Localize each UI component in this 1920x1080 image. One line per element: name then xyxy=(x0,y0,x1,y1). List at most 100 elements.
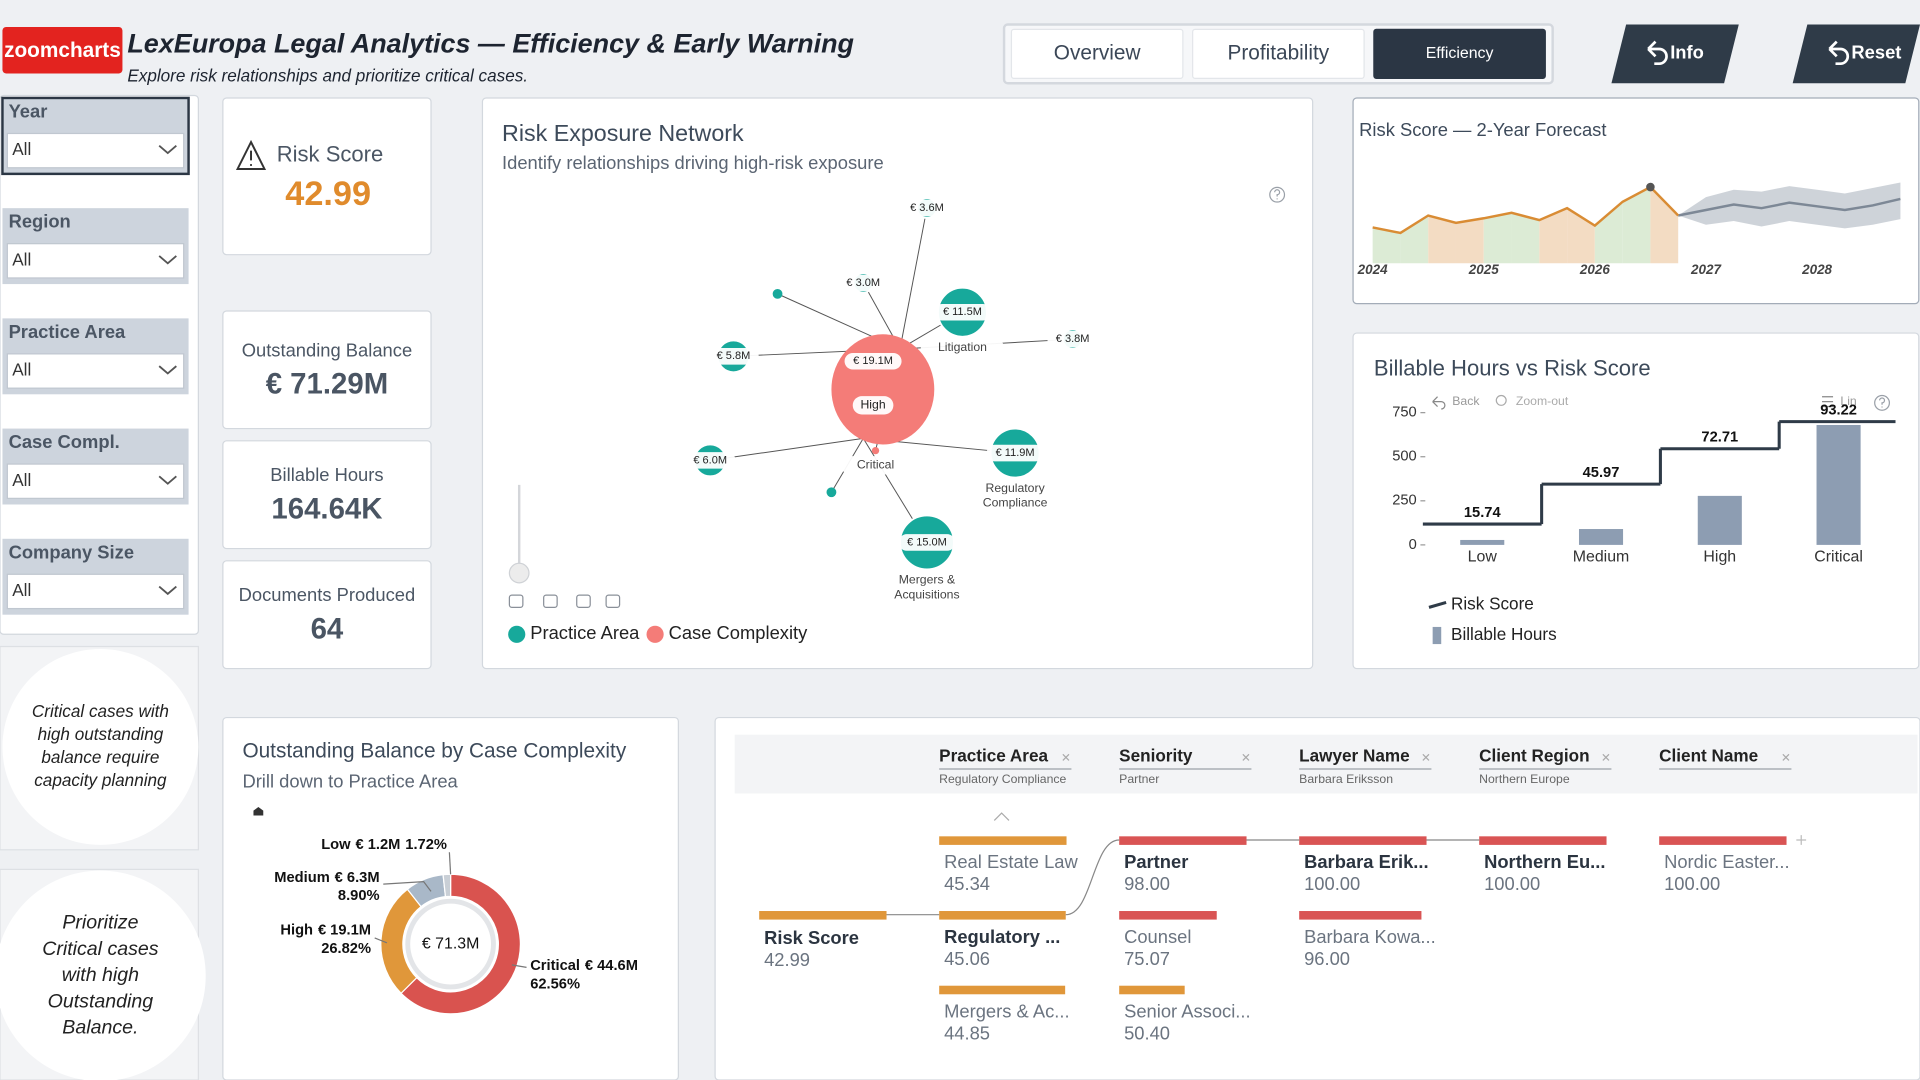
button-bg[interactable] xyxy=(1792,24,1920,84)
toolbar-label: Lin xyxy=(1840,394,1857,408)
button[interactable]: Info xyxy=(1611,24,1739,84)
help-icon xyxy=(1269,186,1286,203)
legend-swatch xyxy=(1432,626,1442,645)
note-text: Outstanding xyxy=(48,990,154,1012)
slice-percent: 8.90% xyxy=(338,888,380,904)
data-label: 72.71 xyxy=(1701,430,1738,446)
tree-bar[interactable] xyxy=(1299,836,1427,845)
dropdown-box[interactable] xyxy=(6,243,185,279)
tree-column-header: Seniority xyxy=(1119,745,1193,765)
note-circle xyxy=(0,870,206,1080)
tree-node-name: Regulatory ... xyxy=(944,926,1060,947)
tree-bar[interactable] xyxy=(1299,911,1422,920)
dropdown-value[interactable]: All xyxy=(12,249,31,269)
x-tick-label: Critical xyxy=(1814,548,1863,565)
button[interactable]: Reset xyxy=(1792,24,1920,84)
leader-line xyxy=(448,852,452,875)
tab[interactable]: Overview xyxy=(1010,28,1184,79)
kpi-value: 64 xyxy=(311,612,344,645)
leader-line xyxy=(374,937,388,944)
button-label[interactable]: Info xyxy=(1670,42,1704,63)
dropdown-box[interactable] xyxy=(6,463,185,499)
x-tick-label: Medium xyxy=(1573,548,1630,565)
tree-column-filter: Partner xyxy=(1119,772,1159,786)
dropdown-value[interactable]: All xyxy=(12,470,31,490)
slice-category: High xyxy=(280,922,313,938)
node-amount-bg xyxy=(933,303,991,321)
node-amount-bg xyxy=(901,199,953,217)
tab-bg[interactable] xyxy=(1373,28,1546,79)
tree-bar[interactable] xyxy=(1119,911,1217,920)
tree-bar[interactable] xyxy=(1659,836,1787,845)
button-label[interactable]: Reset xyxy=(1851,42,1901,63)
note-text: Balance. xyxy=(62,1017,138,1039)
tree-column-header: Client Name xyxy=(1659,745,1758,765)
tree-column-filter: Northern Europe xyxy=(1479,772,1570,786)
network-node xyxy=(826,487,837,498)
kpi-card xyxy=(222,560,432,670)
button-bg[interactable] xyxy=(1611,24,1739,84)
slice-percent: 26.82% xyxy=(321,941,371,957)
tab[interactable]: Profitability xyxy=(1192,28,1365,79)
kpi-label: Billable Hours xyxy=(270,464,383,485)
dropdown[interactable]: All xyxy=(6,243,185,279)
dropdown[interactable]: All xyxy=(6,132,185,169)
tree-bar[interactable] xyxy=(939,911,1066,920)
dropdown-box[interactable] xyxy=(6,353,185,389)
tab-label[interactable]: Profitability xyxy=(1228,41,1330,64)
tree-bar[interactable] xyxy=(1479,836,1607,845)
toolbar-icon[interactable] xyxy=(508,594,524,608)
forecast-area xyxy=(1372,227,1401,264)
note-text: high outstanding xyxy=(38,724,164,744)
tree-node-value: 45.06 xyxy=(944,948,990,969)
expand-icon[interactable] xyxy=(1796,835,1807,845)
tree-bar[interactable] xyxy=(939,985,1066,995)
x-tick-label: 2024 xyxy=(1357,262,1388,277)
remove-level-icon[interactable] xyxy=(1062,753,1070,761)
node-amount: € 11.9M xyxy=(996,447,1035,459)
network-edge xyxy=(710,437,864,461)
zoom-handle[interactable] xyxy=(508,562,530,584)
dropdown-box[interactable] xyxy=(6,573,185,610)
dropdown-value[interactable]: All xyxy=(12,139,31,159)
legend-swatch xyxy=(508,625,526,643)
remove-level-icon[interactable] xyxy=(1782,753,1790,761)
chevron xyxy=(158,255,177,265)
tab-label[interactable]: Overview xyxy=(1054,41,1142,64)
button-icon xyxy=(1647,40,1668,66)
toolbar-icon[interactable] xyxy=(543,594,558,608)
tab-label[interactable]: Efficiency xyxy=(1426,45,1494,62)
remove-level-icon[interactable] xyxy=(1602,753,1610,761)
kpi-value: 164.64K xyxy=(271,492,382,525)
toolbar-icon[interactable] xyxy=(605,594,621,608)
legend-swatch xyxy=(1428,600,1447,609)
slice-amount: € 6.3M xyxy=(335,870,380,886)
button-icon xyxy=(1828,40,1850,66)
tree-connector xyxy=(1065,839,1120,916)
chevron xyxy=(158,365,177,375)
kpi-label: Risk Score xyxy=(277,141,384,166)
bar xyxy=(1460,539,1505,545)
kpi-card xyxy=(222,440,432,550)
dropdown-value[interactable]: All xyxy=(12,580,31,600)
dropdown-box[interactable] xyxy=(6,132,185,169)
tree-bar[interactable] xyxy=(939,836,1067,845)
tree-column-filter: Barbara Eriksson xyxy=(1299,772,1393,786)
remove-level-icon[interactable] xyxy=(1422,753,1430,761)
tab[interactable]: Efficiency xyxy=(1373,28,1546,79)
remove-level-icon[interactable] xyxy=(1242,753,1250,761)
legend-swatch xyxy=(646,625,664,643)
dropdown[interactable]: All xyxy=(6,353,185,389)
tab-bg[interactable] xyxy=(1010,28,1184,79)
tree-bar[interactable] xyxy=(1119,836,1247,845)
dropdown-value[interactable]: All xyxy=(12,360,31,380)
tree-bar[interactable] xyxy=(1119,985,1185,995)
toolbar-icon[interactable] xyxy=(576,594,591,608)
dropdown[interactable]: All xyxy=(6,573,185,610)
slice-percent: 62.56% xyxy=(530,976,580,992)
tab-bg[interactable] xyxy=(1192,28,1365,79)
dropdown[interactable]: All xyxy=(6,463,185,499)
donut-slice xyxy=(400,873,522,1015)
tree-node-value: 100.00 xyxy=(1304,873,1360,894)
